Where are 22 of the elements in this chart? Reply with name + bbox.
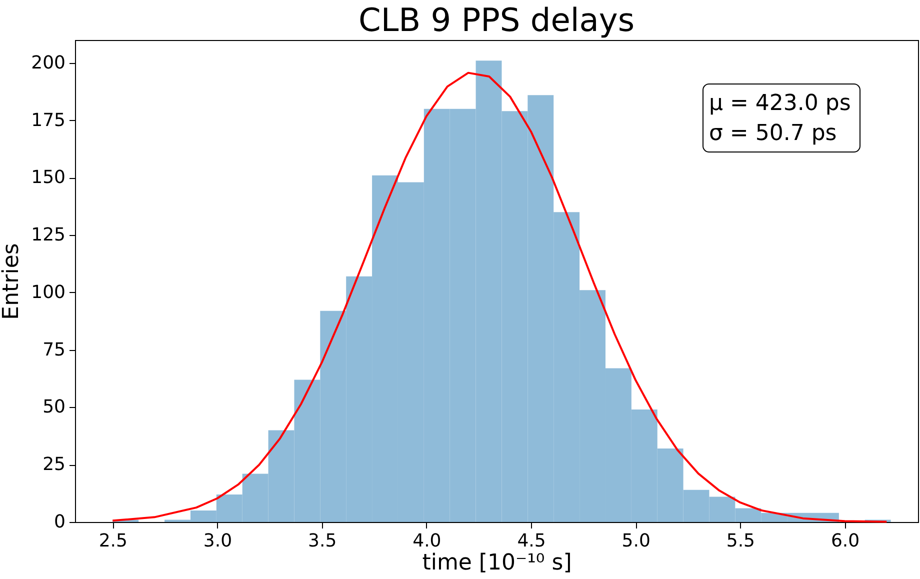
x-tick-label: 3.0 [203,530,232,552]
chart-title: CLB 9 PPS delays [358,1,635,39]
y-tick-label: 200 [31,52,66,74]
y-tick-label: 25 [42,454,66,476]
y-tick-label: 0 [54,512,66,532]
annotation: μ = 423.0 ps [709,91,851,116]
y-tick-label: 150 [31,167,66,188]
y-axis-title: Entries [0,243,24,320]
x-tick-label: 5.5 [726,530,756,552]
y-tick-label: 75 [42,339,66,360]
x-tick-label: 4.0 [412,530,442,552]
annotation: σ = 50.7 ps [709,121,837,146]
y-tick-label: 175 [31,110,66,131]
x-tick-label: 3.5 [308,530,337,552]
y-tick-label: 125 [31,224,66,246]
x-tick-label: 5.0 [622,530,650,552]
x-tick-label: 2.5 [98,530,128,552]
x-axis-title: time [10⁻¹⁰ s] [422,550,572,576]
x-tick-label: 6.0 [830,530,860,552]
x-tick-label: 4.5 [517,530,546,552]
y-tick-label: 50 [42,396,66,418]
y-tick-label: 100 [31,282,66,303]
